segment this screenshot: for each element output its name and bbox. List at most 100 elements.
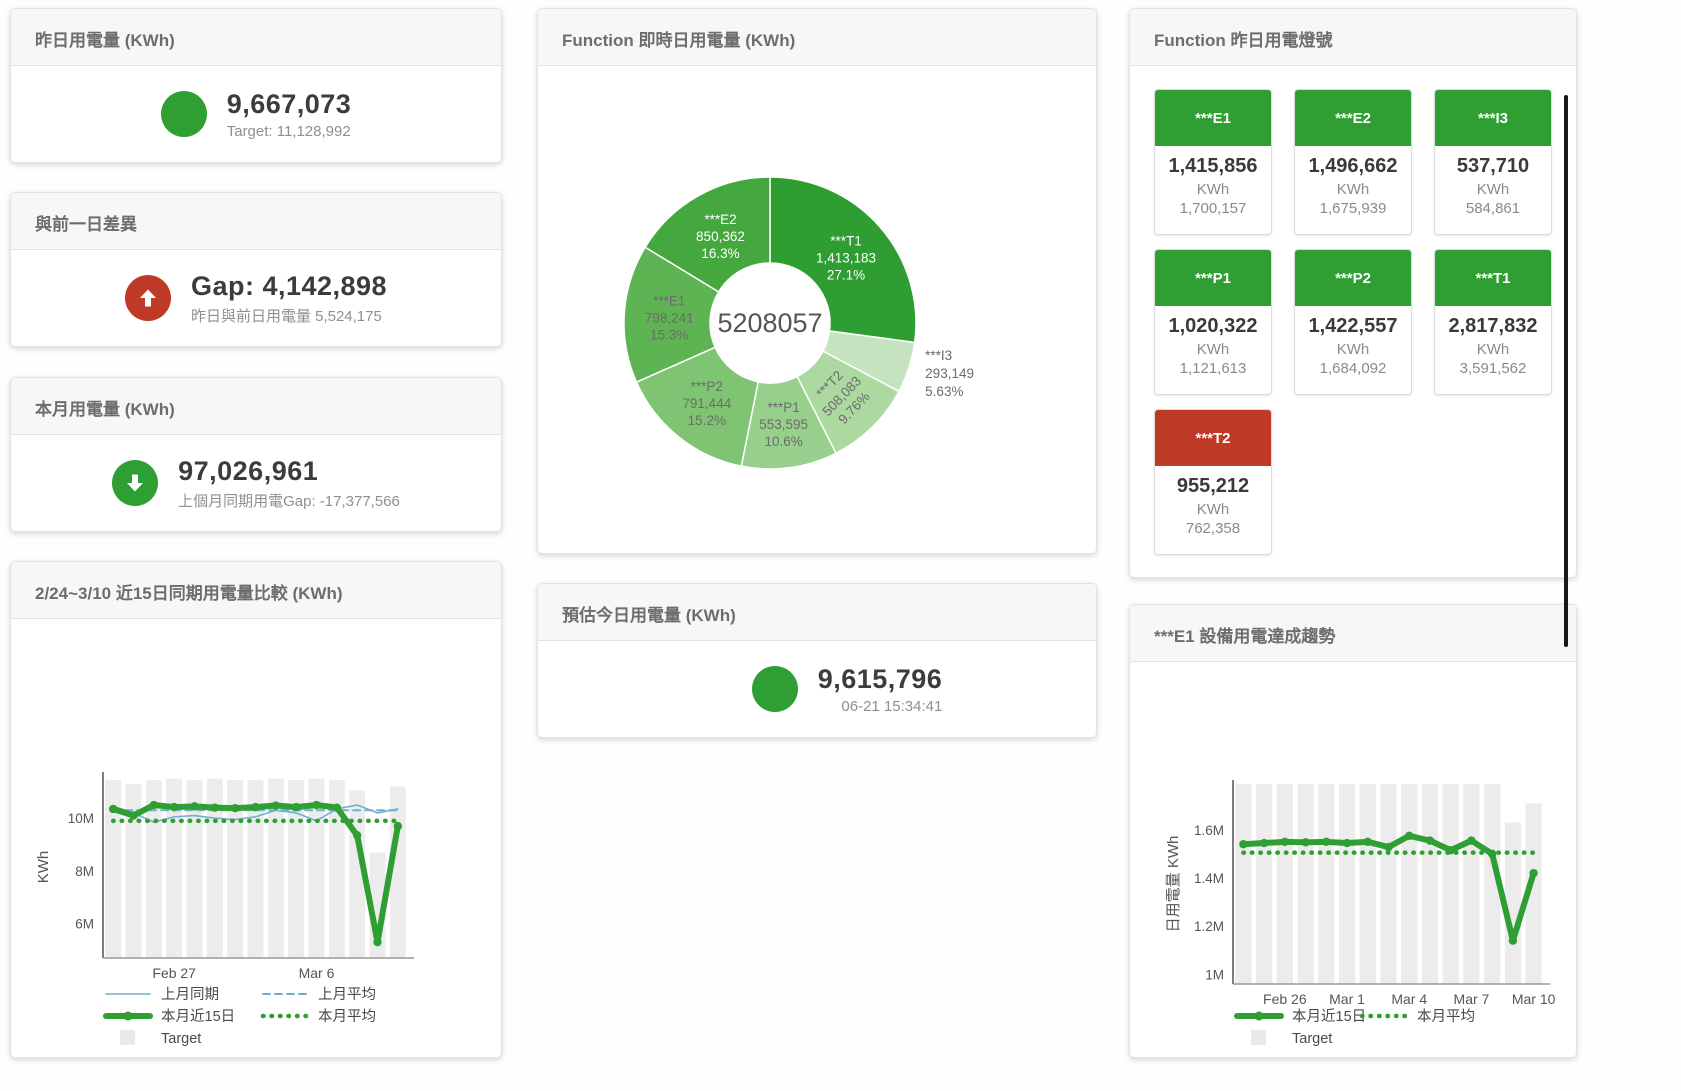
light-tile-unit: KWh xyxy=(1196,181,1230,198)
svg-text:本月近15日: 本月近15日 xyxy=(1292,1008,1366,1025)
svg-text:1.6M: 1.6M xyxy=(1194,823,1224,838)
svg-text:Target: Target xyxy=(1292,1031,1332,1047)
light-tile-value: 537,710 xyxy=(1456,155,1530,177)
donut-title: Function 即時日用電量 (KWh) xyxy=(538,9,1096,66)
svg-text:1,413,183: 1,413,183 xyxy=(816,251,876,266)
target-bar xyxy=(1504,822,1521,984)
light-tile-value: 1,422,557 xyxy=(1308,315,1398,337)
card-yesterday-body: 9,667,073 Target: 11,128,992 xyxy=(11,66,501,162)
card-month-body: 97,026,961 上個月同期用電Gap: -17,377,566 xyxy=(11,435,501,531)
card-day-gap-body: Gap: 4,142,898 昨日與前日用電量 5,524,175 xyxy=(11,250,501,346)
card-realtime-donut: Function 即時日用電量 (KWh) ***T1 1,413,183 27.1… xyxy=(537,8,1097,554)
light-tile-name: ***P2 xyxy=(1295,250,1411,306)
svg-text:798,241: 798,241 xyxy=(645,311,694,326)
svg-text:Mar 4: Mar 4 xyxy=(1391,991,1427,1007)
light-tile: ***P1 1,020,322 KWh 1,121,613 xyxy=(1154,249,1272,395)
light-tile-name: ***P1 xyxy=(1155,250,1271,306)
card-forecast: 預估今日用電量 (KWh) 9,615,796 06-21 15:34:41 xyxy=(537,583,1097,738)
light-tile-target: 1,675,939 xyxy=(1319,200,1387,217)
svg-text:1.4M: 1.4M xyxy=(1194,871,1224,886)
light-tile: ***E2 1,496,662 KWh 1,675,939 xyxy=(1294,89,1412,235)
target-bar xyxy=(267,778,284,958)
svg-text:Mar 10: Mar 10 xyxy=(1512,991,1556,1007)
target-bar xyxy=(328,779,345,958)
target-bar xyxy=(105,779,122,958)
light-tile-target: 762,358 xyxy=(1185,520,1241,537)
donut-segment xyxy=(635,346,760,468)
target-bar xyxy=(1484,784,1501,984)
svg-text:***I3: ***I3 xyxy=(925,348,952,363)
svg-text:5.63%: 5.63% xyxy=(925,384,963,399)
svg-text:553,595: 553,595 xyxy=(759,417,808,432)
card-month-title: 本月用電量 (KWh) xyxy=(11,378,501,435)
stat-subtitle: 上個月同期用電Gap: -17,377,566 xyxy=(178,492,400,510)
svg-text:10M: 10M xyxy=(68,811,94,826)
target-bar xyxy=(1380,784,1397,984)
donut-segment xyxy=(644,176,771,293)
arrow-up-icon xyxy=(124,275,171,321)
donut-segment xyxy=(623,246,720,384)
stat-subtitle: 昨日與前日用電量 5,524,175 xyxy=(190,307,382,325)
light-tile-unit: KWh xyxy=(1196,501,1230,518)
light-tile-value: 1,415,856 xyxy=(1168,155,1258,177)
light-tile-target: 3,591,562 xyxy=(1459,360,1527,377)
light-tile-body: 537,710 KWh 584,861 xyxy=(1435,155,1551,217)
light-tile-body: 955,212 KWh 762,358 xyxy=(1155,475,1271,537)
light-tile-value: 955,212 xyxy=(1176,475,1250,497)
light-tile-unit: KWh xyxy=(1476,181,1510,198)
svg-text:Target: Target xyxy=(161,1031,201,1047)
realtime-donut-chart: ***T11,413,18327.1%***I3293,1495.63%***T… xyxy=(623,176,974,470)
stat-subtitle: Target: 11,128,992 xyxy=(226,122,351,140)
light-tile-value: 1,020,322 xyxy=(1168,315,1258,337)
svg-text:Mar 6: Mar 6 xyxy=(299,965,335,981)
svg-text:本月平均: 本月平均 xyxy=(1417,1008,1475,1025)
svg-text:27.1%: 27.1% xyxy=(827,268,865,283)
svg-text:上月同期: 上月同期 xyxy=(161,986,219,1003)
lights-grid: ***E1 1,415,856 KWh 1,700,157 ***E2 1,496,662… xyxy=(1130,66,1576,578)
lights-title: Function 昨日用電燈號 xyxy=(1130,9,1576,66)
svg-text:5208057: 5208057 xyxy=(717,308,822,338)
light-tile: ***I3 537,710 KWh 584,861 xyxy=(1434,89,1552,235)
card-e1-trend-chart: ***E1 設備用電達成趨勢 1M 1.2M 1.4M 1.6M 日用電量 KWh Feb… xyxy=(1129,604,1577,1058)
svg-text:Feb 27: Feb 27 xyxy=(152,965,196,981)
target-bar xyxy=(1318,784,1335,984)
svg-text:Feb 26: Feb 26 xyxy=(1263,991,1307,1007)
donut-segment xyxy=(769,176,917,344)
light-tile-body: 1,422,557 KWh 1,684,092 xyxy=(1295,315,1411,377)
compare-chart-title: 2/24~3/10 近15日同期用電量比較 (KWh) xyxy=(11,562,501,619)
light-tile: ***T2 955,212 KWh 762,358 xyxy=(1154,409,1272,555)
svg-text:***E2: ***E2 xyxy=(704,212,736,227)
target-bar xyxy=(1297,784,1314,984)
target-bar xyxy=(1421,784,1439,984)
svg-text:KWh: KWh xyxy=(35,851,52,884)
e1-trend-title: ***E1 設備用電達成趨勢 xyxy=(1130,605,1576,662)
svg-text:10.6%: 10.6% xyxy=(765,434,803,449)
light-tile-name: ***E2 xyxy=(1295,90,1411,146)
target-bar xyxy=(1525,803,1542,984)
target-bar xyxy=(247,779,264,958)
target-bar xyxy=(288,779,305,958)
light-tile: ***T1 2,817,832 KWh 3,591,562 xyxy=(1434,249,1552,395)
svg-text:8M: 8M xyxy=(75,864,94,879)
light-tile-unit: KWh xyxy=(1336,341,1370,358)
svg-text:850,362: 850,362 xyxy=(696,229,745,244)
svg-text:15.2%: 15.2% xyxy=(688,413,726,428)
svg-text:6M: 6M xyxy=(75,917,94,932)
target-bar xyxy=(125,783,142,958)
svg-text:***E1: ***E1 xyxy=(653,294,685,309)
svg-text:1.2M: 1.2M xyxy=(1194,919,1224,934)
light-tile-value: 1,496,662 xyxy=(1308,155,1398,177)
legend-swatch-target xyxy=(1251,1030,1266,1045)
target-bar xyxy=(1463,784,1480,984)
svg-text:1M: 1M xyxy=(1205,967,1224,982)
target-bar xyxy=(1359,784,1376,984)
card-yesterday-usage: 昨日用電量 (KWh) 9,667,073 Target: 11,128,992 xyxy=(10,8,502,163)
svg-text:791,444: 791,444 xyxy=(682,396,731,411)
stat-value: 9,667,073 xyxy=(226,88,352,119)
target-bar xyxy=(389,786,406,958)
scrollbar-thumb[interactable] xyxy=(1564,95,1568,647)
light-tile-body: 2,817,832 KWh 3,591,562 xyxy=(1435,315,1551,377)
target-bar xyxy=(308,778,325,958)
light-tile-name: ***T1 xyxy=(1435,250,1551,306)
